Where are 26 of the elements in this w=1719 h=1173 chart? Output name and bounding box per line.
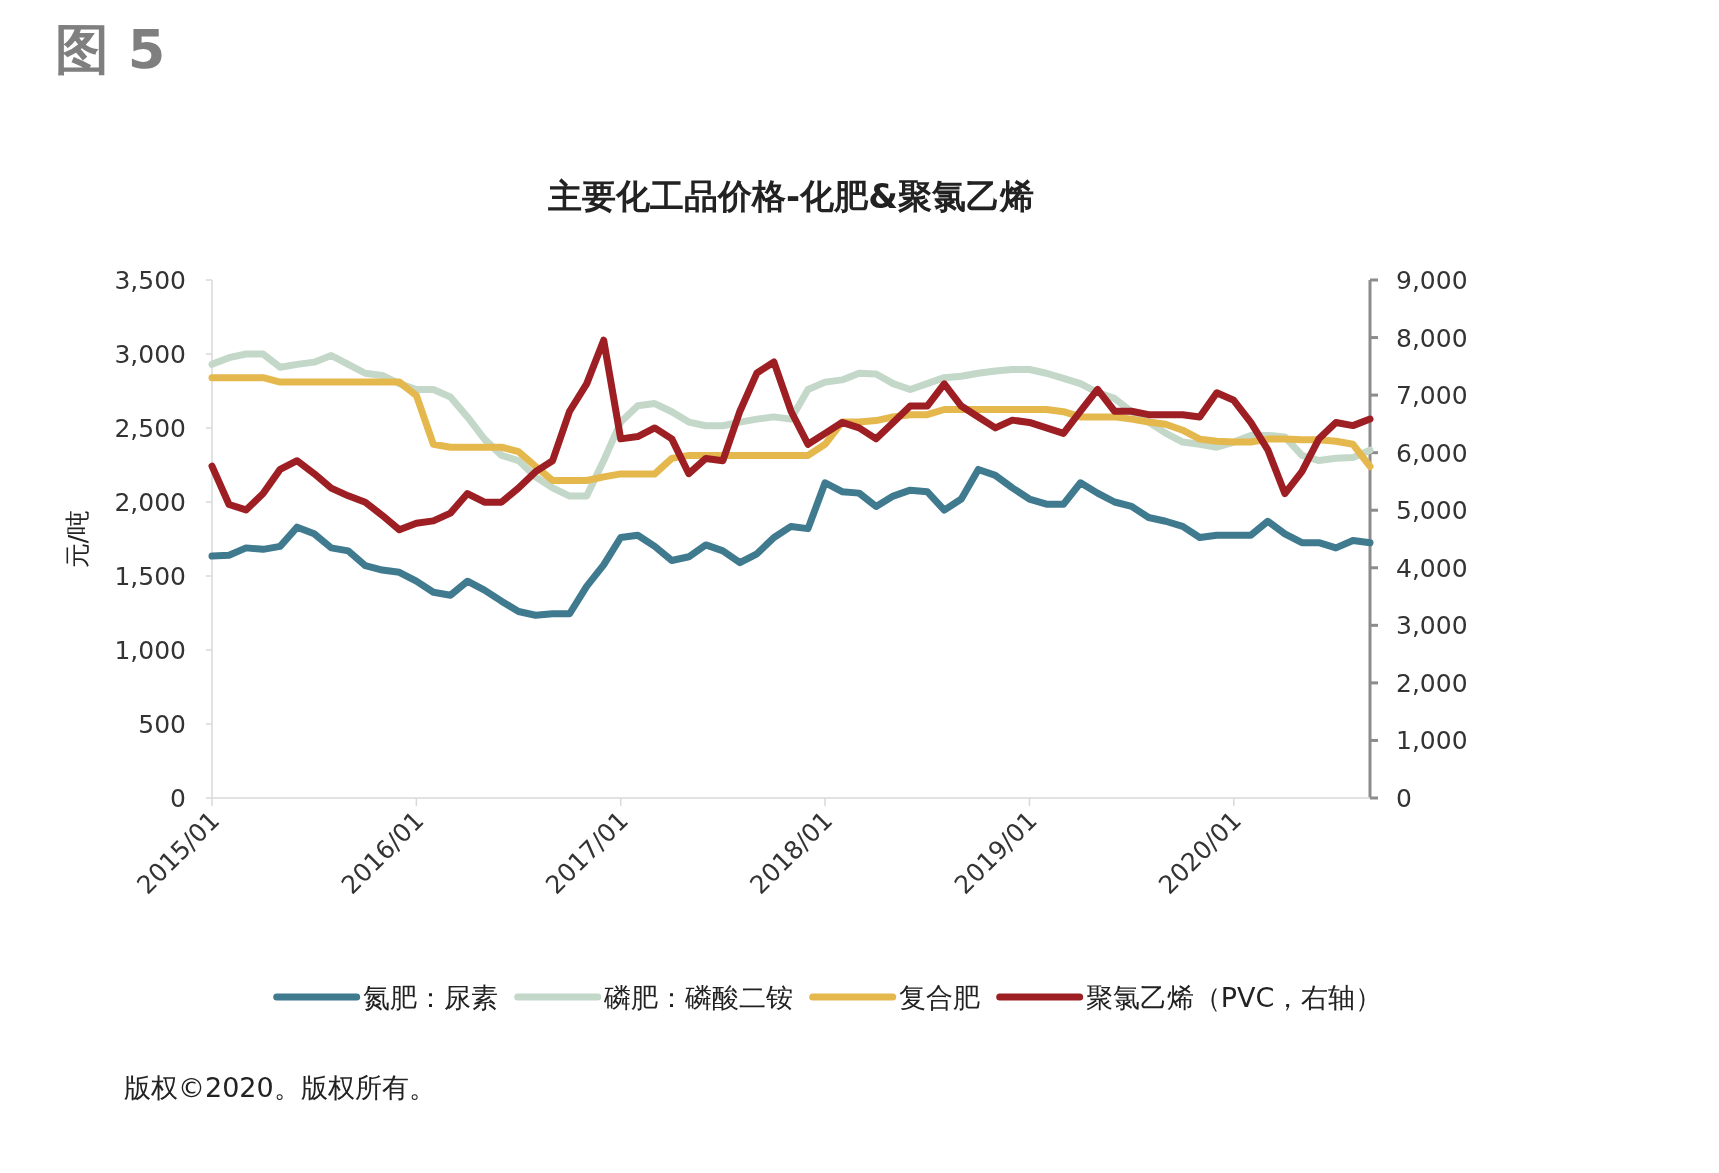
y2-tick-label: 3,000 [1396, 611, 1468, 641]
y2-tick-label: 6,000 [1396, 438, 1468, 468]
legend-label: 复合肥 [898, 982, 980, 1013]
y2-tick-label: 0 [1396, 784, 1412, 813]
y-tick-label: 2,500 [114, 414, 186, 443]
y2-tick-label: 7,000 [1396, 381, 1468, 411]
legend-label: 聚氯乙烯（PVC，右轴） [1085, 982, 1383, 1013]
legend-label: 氮肥：尿素 [362, 982, 498, 1013]
y2-tick-label: 4,000 [1396, 553, 1468, 583]
y2-tick-label: 5,000 [1396, 496, 1468, 526]
y-tick-label: 3,500 [114, 266, 186, 295]
y2-tick-label: 1,000 [1396, 726, 1468, 756]
y2-tick-label: 8,000 [1396, 323, 1468, 353]
y-tick-label: 1,500 [114, 562, 186, 591]
chart-title: 主要化工品价格-化肥&聚氯乙烯 [547, 176, 1034, 216]
y2-tick-label: 9,000 [1396, 266, 1468, 295]
text: 版权©2020。版权所有。 [124, 1072, 436, 1103]
legend-label: 磷肥：磷酸二铵 [602, 982, 793, 1013]
y-tick-label: 500 [138, 710, 186, 739]
caption: 图 5 [55, 18, 166, 81]
y-axis-title: 元/吨 [63, 509, 92, 569]
y-tick-label: 0 [170, 784, 186, 813]
y-tick-label: 3,000 [114, 340, 186, 369]
y2-tick-label: 2,000 [1396, 668, 1468, 698]
y-tick-label: 1,000 [114, 636, 186, 665]
y-tick-label: 2,000 [114, 488, 186, 517]
